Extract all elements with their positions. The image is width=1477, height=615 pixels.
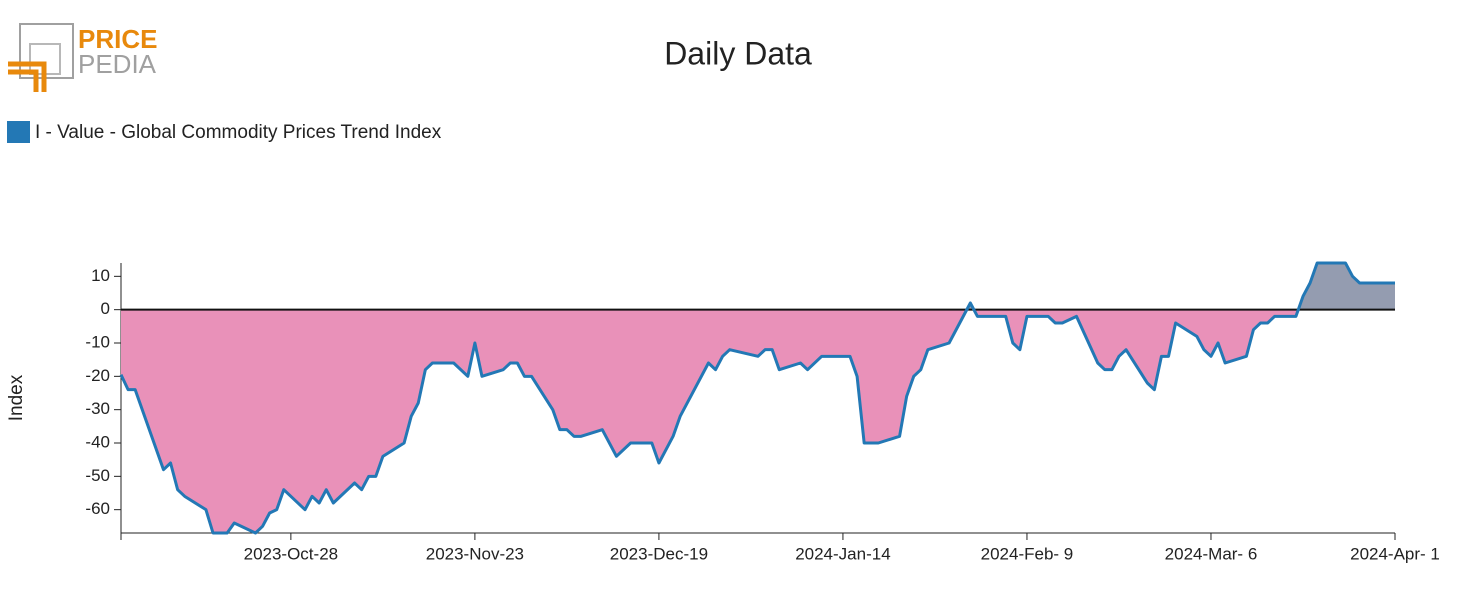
x-tick-label: 2023-Dec-19: [610, 544, 708, 563]
legend-label: I - Value - Global Commodity Prices Tren…: [35, 122, 442, 143]
x-tick-label: 2024-Jan-14: [795, 544, 890, 563]
logo: PRICE PEDIA: [8, 23, 157, 92]
x-tick-label: 2024-Feb- 9: [981, 544, 1074, 563]
logo-mark: [8, 61, 47, 92]
y-tick-label: 0: [101, 299, 110, 318]
y-tick-label: -50: [85, 466, 110, 485]
area-negative: [121, 309, 1395, 533]
y-tick-label: -40: [85, 432, 110, 451]
y-tick-label: -60: [85, 499, 110, 518]
y-tick-label: -30: [85, 399, 110, 418]
y-tick-label: 10: [91, 266, 110, 285]
y-tick-label: -20: [85, 366, 110, 385]
x-tick-label: 2024-Apr- 1: [1350, 544, 1440, 563]
x-tick-label: 2023-Oct-28: [244, 544, 339, 563]
x-tick-label: 2024-Mar- 6: [1165, 544, 1258, 563]
chart-title: Daily Data: [664, 35, 812, 71]
y-tick-label: -10: [85, 332, 110, 351]
line: [119, 261, 1395, 535]
logo-text: PEDIA: [78, 49, 157, 79]
legend-swatch: [7, 121, 30, 143]
y-axis-label: Index: [6, 374, 27, 421]
logo-text: PRICE: [78, 24, 157, 54]
x-tick-label: 2023-Nov-23: [426, 544, 524, 563]
